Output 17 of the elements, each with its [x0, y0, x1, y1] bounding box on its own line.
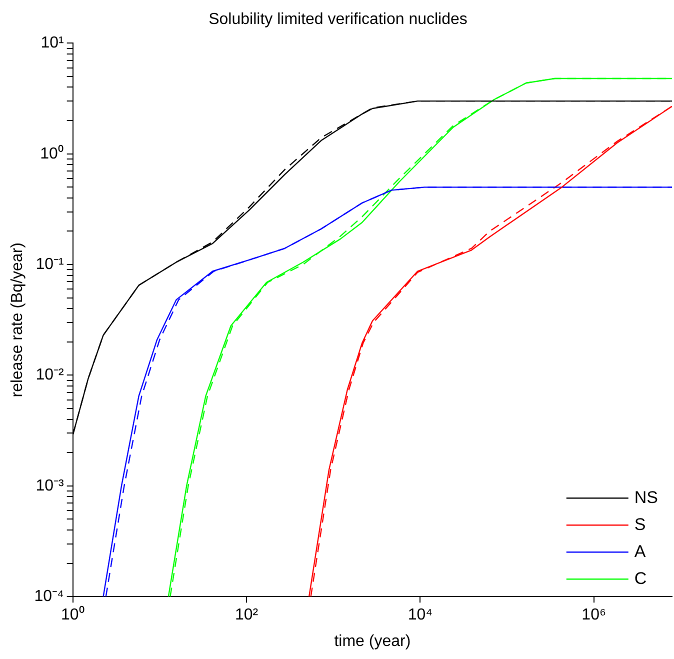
y-tick-label: 10⁻³ — [36, 477, 65, 494]
x-axis-title: time (year) — [334, 632, 411, 650]
y-tick-label: 10⁰ — [40, 144, 64, 162]
y-tick-label: 10¹ — [40, 34, 64, 52]
legend-label: C — [634, 568, 647, 588]
x-tick-label: 10⁰ — [60, 606, 85, 624]
y-tick-label: 10⁻⁴ — [34, 588, 64, 606]
y-tick-label: 10⁻¹ — [36, 256, 64, 273]
x-tick-label: 10⁴ — [408, 606, 433, 624]
y-axis-title: release rate (Bq/year) — [9, 242, 26, 398]
chart-title: Solubility limited verification nuclides — [208, 11, 468, 28]
x-tick-label: 10⁶ — [582, 606, 606, 624]
legend-label: S — [634, 514, 646, 534]
legend-label: NS — [634, 488, 658, 507]
x-tick-label: 10² — [234, 606, 259, 624]
y-tick-label: 10⁻² — [36, 366, 65, 384]
legend-label: A — [634, 542, 646, 561]
